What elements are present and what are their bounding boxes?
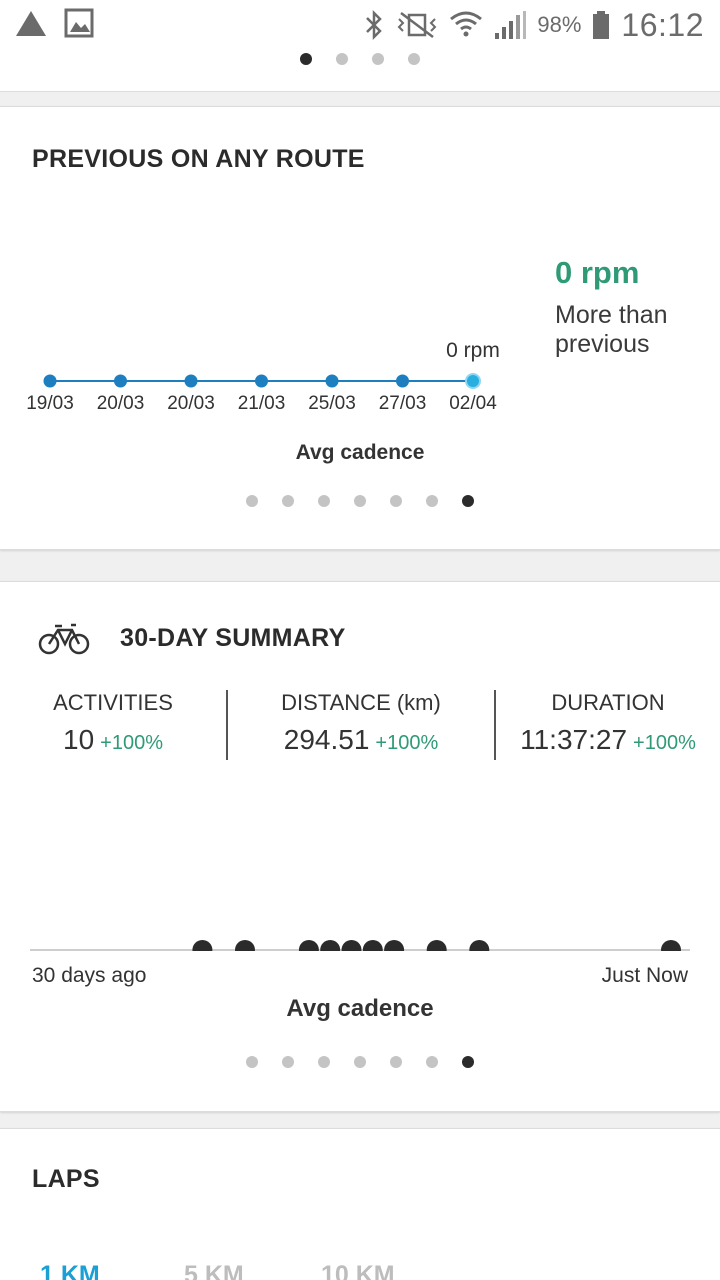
cadence-comparison-chart: 0 rpm 19/03 20/03 20/03 21/03 25/03 27/03 02/04 xyxy=(26,339,500,414)
gallery-icon xyxy=(64,8,94,38)
pager-dot[interactable] xyxy=(390,1056,402,1068)
vibrate-mute-icon xyxy=(397,12,437,38)
battery-percentage: 98% xyxy=(537,12,582,37)
alert-triangle-icon xyxy=(16,11,46,36)
stat-distance: DISTANCE (km) 294.51 +100% xyxy=(250,690,472,756)
pager-dot[interactable] xyxy=(282,495,294,507)
tab-10km[interactable]: 10 KM xyxy=(321,1261,395,1280)
axis-end-label: Just Now xyxy=(601,964,688,987)
stat-label: DURATION xyxy=(551,690,665,715)
data-point[interactable] xyxy=(255,374,268,388)
data-point[interactable] xyxy=(396,374,409,388)
stat-value: 11:37:27 xyxy=(520,724,628,755)
card-title: 30-DAY SUMMARY xyxy=(120,624,346,652)
stat-duration: DURATION 11:37:27 +100% xyxy=(506,690,710,756)
stat-label: ACTIVITIES xyxy=(53,690,173,715)
data-point[interactable] xyxy=(465,373,481,389)
chart-caption: Avg cadence xyxy=(286,995,434,1022)
chart-clip-mask xyxy=(0,951,720,962)
page-dot[interactable] xyxy=(336,53,348,65)
axis-start-label: 30 days ago xyxy=(32,964,147,987)
page-indicator xyxy=(0,50,720,92)
pager-dot[interactable] xyxy=(282,1056,294,1068)
metric-value: 0 rpm xyxy=(555,255,640,290)
stat-value: 294.51 xyxy=(283,724,370,755)
data-point[interactable] xyxy=(43,374,57,388)
metric-caption: More than previous xyxy=(555,301,668,358)
stat-value: 10 xyxy=(63,724,95,755)
stat-label: DISTANCE (km) xyxy=(281,690,441,715)
pager-dot[interactable] xyxy=(354,495,366,507)
chart-caption: Avg cadence xyxy=(295,441,425,464)
battery-icon xyxy=(593,11,610,39)
pager-dot[interactable] xyxy=(462,1056,474,1068)
signal-icon xyxy=(495,11,527,39)
pager-dot[interactable] xyxy=(390,495,402,507)
previous-route-card[interactable]: PREVIOUS ON ANY ROUTE 0 rpm 19/03 20/03 20/… xyxy=(0,106,720,550)
data-label: 0 rpm xyxy=(446,339,500,362)
clock: 16:12 xyxy=(621,6,704,43)
stat-change: +100% xyxy=(100,732,163,754)
x-tick-label: 20/03 xyxy=(167,393,215,414)
wifi-icon xyxy=(450,11,483,37)
pager-dot[interactable] xyxy=(462,495,474,507)
stat-divider xyxy=(494,690,496,760)
x-tick-label: 21/03 xyxy=(238,393,286,414)
pager-dot[interactable] xyxy=(426,1056,438,1068)
pager-dot[interactable] xyxy=(246,495,258,507)
data-point[interactable] xyxy=(114,374,127,388)
x-tick-label: 27/03 xyxy=(379,393,427,414)
bluetooth-icon xyxy=(366,9,383,41)
pager-dot[interactable] xyxy=(426,495,438,507)
stat-divider xyxy=(226,690,228,760)
stat-change: +100% xyxy=(375,732,439,754)
x-tick-label: 25/03 xyxy=(308,393,356,414)
card-title: LAPS xyxy=(32,1165,100,1193)
pager-dot[interactable] xyxy=(318,1056,330,1068)
page-dot[interactable] xyxy=(372,53,384,65)
page-dot[interactable] xyxy=(408,53,420,65)
status-bar: 98% 16:12 xyxy=(0,0,720,50)
pager-dot[interactable] xyxy=(246,1056,258,1068)
pager-dot[interactable] xyxy=(318,495,330,507)
pager-dot[interactable] xyxy=(354,1056,366,1068)
data-point[interactable] xyxy=(325,374,339,388)
x-tick-label: 20/03 xyxy=(97,393,145,414)
x-tick-label: 19/03 xyxy=(26,393,74,414)
card-title: PREVIOUS ON ANY ROUTE xyxy=(32,145,365,173)
chart-pager xyxy=(0,1056,720,1068)
x-tick-label: 02/04 xyxy=(449,393,497,414)
stat-change: +100% xyxy=(633,732,696,754)
stat-activities: ACTIVITIES 10 +100% xyxy=(28,690,198,756)
chart-pager xyxy=(0,495,720,507)
data-point[interactable] xyxy=(184,374,198,388)
page-dot[interactable] xyxy=(300,53,312,65)
bicycle-icon xyxy=(38,623,90,655)
tab-5km[interactable]: 5 KM xyxy=(184,1261,244,1280)
thirty-day-cadence-chart xyxy=(0,940,720,962)
summary-card[interactable]: 30-DAY SUMMARY ACTIVITIES 10 +100% DISTAN… xyxy=(0,581,720,1112)
laps-card[interactable]: LAPS 1 KM 5 KM 10 KM xyxy=(0,1128,720,1280)
tab-1km[interactable]: 1 KM xyxy=(40,1261,100,1280)
